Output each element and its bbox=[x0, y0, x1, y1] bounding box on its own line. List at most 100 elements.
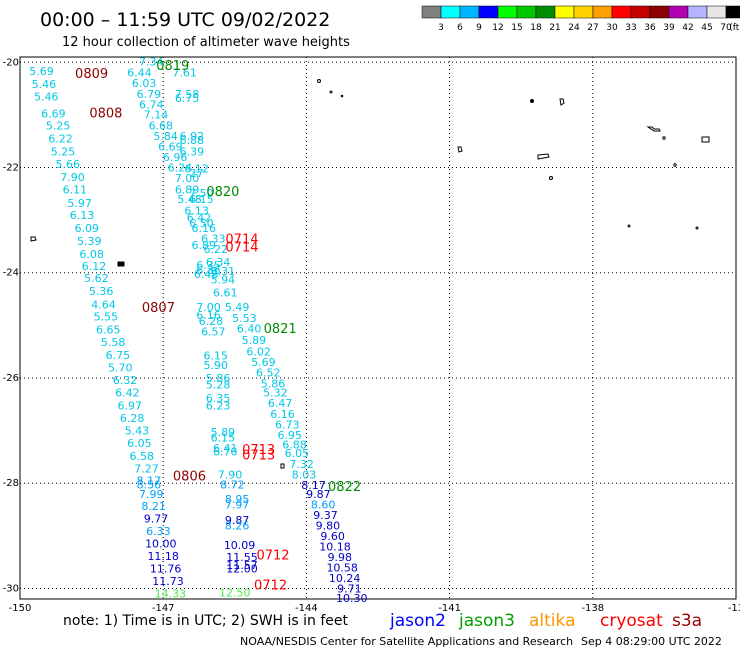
x-tick-label: -138 bbox=[581, 603, 604, 614]
wave-height-value: 6.41 bbox=[213, 442, 238, 455]
wave-height-value: 6.58 bbox=[129, 450, 154, 463]
page-title: 00:00 – 11:59 UTC 09/02/2022 bbox=[40, 9, 330, 31]
footer-timestamp: Sep 4 08:29:00 UTC 2022 bbox=[581, 635, 722, 648]
page-subtitle: 12 hour collection of altimeter wave hei… bbox=[62, 35, 350, 50]
wave-height-value: 5.86 bbox=[206, 372, 231, 385]
wave-height-value: 10.09 bbox=[224, 539, 256, 552]
wave-height-value: 11.76 bbox=[150, 562, 182, 575]
pass-time-label: 0714 bbox=[225, 240, 258, 255]
wave-height-value: 9.77 bbox=[144, 512, 169, 525]
wave-height-value: 5.36 bbox=[89, 285, 114, 298]
wave-height-value: 27 bbox=[190, 167, 204, 180]
wave-height-value: 6.16 bbox=[270, 408, 295, 421]
wave-height-value: 7.90 bbox=[218, 468, 243, 481]
wave-height-value: 6.13 bbox=[184, 205, 209, 218]
wave-height-value: 7.34 bbox=[139, 56, 164, 69]
wave-height-value: 9.87 bbox=[306, 488, 331, 501]
legend-item-s3a: s3a bbox=[672, 611, 702, 631]
wave-height-value: 7.61 bbox=[172, 66, 197, 79]
pass-time-label: 0713 bbox=[242, 448, 275, 463]
wave-height-value: 6.42 bbox=[115, 387, 140, 400]
colorbar-swatch bbox=[554, 5, 575, 19]
island bbox=[646, 126, 661, 132]
wave-height-value: 6.32 bbox=[113, 374, 138, 387]
pass-time-label: 0808 bbox=[89, 106, 122, 121]
legend-item-cryosat: cryosat bbox=[600, 611, 663, 631]
wave-height-value: 9.87 bbox=[225, 514, 250, 527]
island bbox=[317, 79, 321, 83]
wave-height-value: 6.75 bbox=[106, 349, 131, 362]
wave-height-value: 8.60 bbox=[311, 498, 336, 511]
wave-height-value: 6.15 bbox=[211, 431, 236, 444]
pass-time-label: 0713 bbox=[242, 443, 275, 458]
footer-credit: NOAA/NESDIS Center for Satellite Applica… bbox=[240, 635, 573, 648]
wave-height-value: 6.39 bbox=[180, 146, 205, 159]
wave-height-value: 6.15 bbox=[203, 349, 228, 362]
island bbox=[662, 136, 666, 140]
wave-height-value: 5.69 bbox=[251, 356, 276, 369]
wave-height-value: 5.94 bbox=[211, 274, 236, 287]
pass-time-label: 0712 bbox=[254, 578, 287, 593]
wave-height-value: 6.22 bbox=[48, 133, 73, 146]
wave-height-value: 8.72 bbox=[220, 478, 245, 491]
wave-height-value: 6.31 bbox=[211, 265, 236, 278]
wave-height-value: 6.68 bbox=[149, 119, 174, 132]
wave-height-value: 9.60 bbox=[320, 530, 345, 543]
wave-height-value: 7.14 bbox=[144, 108, 169, 121]
wave-height-value: 6.92 bbox=[180, 130, 205, 143]
legend-item-jason3: jason3 bbox=[458, 611, 515, 631]
island bbox=[695, 226, 699, 230]
legend-item-altika: altika bbox=[529, 611, 576, 631]
colorbar-swatch bbox=[725, 5, 740, 19]
island bbox=[117, 261, 125, 267]
island bbox=[627, 224, 631, 228]
wave-height-value: 6.88 bbox=[180, 134, 205, 147]
colorbar-label: 15 bbox=[511, 23, 522, 33]
wave-height-value: 5.25 bbox=[51, 146, 76, 159]
wave-height-value: 5.86 bbox=[261, 377, 286, 390]
colorbar-label: 36 bbox=[644, 23, 656, 33]
wave-height-value: 6.09 bbox=[75, 222, 100, 235]
wave-height-value: 6.33 bbox=[146, 525, 171, 538]
wave-height-value: 6.89 bbox=[192, 239, 217, 252]
colorbar-swatch bbox=[592, 5, 613, 19]
data-points: 7.345.69 6.44 7.615.46 6.035.46 6.79 7.586.75… bbox=[29, 56, 367, 605]
wave-height-value: 6.15 bbox=[189, 193, 214, 206]
wave-height-value: 6.35 bbox=[196, 259, 221, 272]
colorbar-swatch bbox=[649, 5, 670, 19]
wave-height-value: 7.99 bbox=[139, 488, 164, 501]
wave-height-value: 5.89 bbox=[211, 426, 236, 439]
pass-time-label: 0819 bbox=[156, 59, 189, 74]
wave-height-value: 5.25 bbox=[46, 119, 71, 132]
wave-height-value: 5.48 bbox=[177, 193, 202, 206]
wave-height-value: 6.12 bbox=[82, 260, 107, 273]
x-tick-label: -13 bbox=[728, 603, 740, 614]
island bbox=[559, 98, 565, 106]
wave-height-value: 7.00 bbox=[196, 301, 221, 314]
wave-height-value: 10.30 bbox=[336, 592, 368, 605]
wave-height-value: 11.73 bbox=[152, 575, 184, 588]
pass-time-label: 0821 bbox=[264, 322, 297, 337]
colorbar-label: 70 bbox=[720, 23, 732, 33]
wave-height-value: 5.28 bbox=[206, 378, 231, 391]
wave-height-value: 5.90 bbox=[203, 359, 228, 372]
wave-height-value: 10.24 bbox=[329, 572, 361, 585]
wave-height-value: 6.89 bbox=[175, 184, 200, 197]
pass-time-label: 0714 bbox=[225, 233, 258, 248]
wave-height-value: 5.58 bbox=[101, 336, 126, 349]
colorbar-swatch bbox=[668, 5, 689, 19]
wave-height-value: 5.66 bbox=[55, 158, 80, 171]
wave-height-value: 6.12 bbox=[184, 163, 209, 176]
wave-height-value: 6.44 bbox=[127, 66, 152, 79]
wave-height-value: 8.95 bbox=[225, 493, 250, 506]
island bbox=[549, 176, 553, 180]
wave-height-value: 5.53 bbox=[232, 312, 257, 325]
wave-height-value: 12.50 bbox=[219, 587, 251, 600]
wave-height-value: 6.13 bbox=[70, 209, 95, 222]
y-tick-label: -20 bbox=[3, 57, 19, 68]
wave-height-value: 6.95 bbox=[277, 429, 302, 442]
colorbar-label: 24 bbox=[568, 23, 580, 33]
